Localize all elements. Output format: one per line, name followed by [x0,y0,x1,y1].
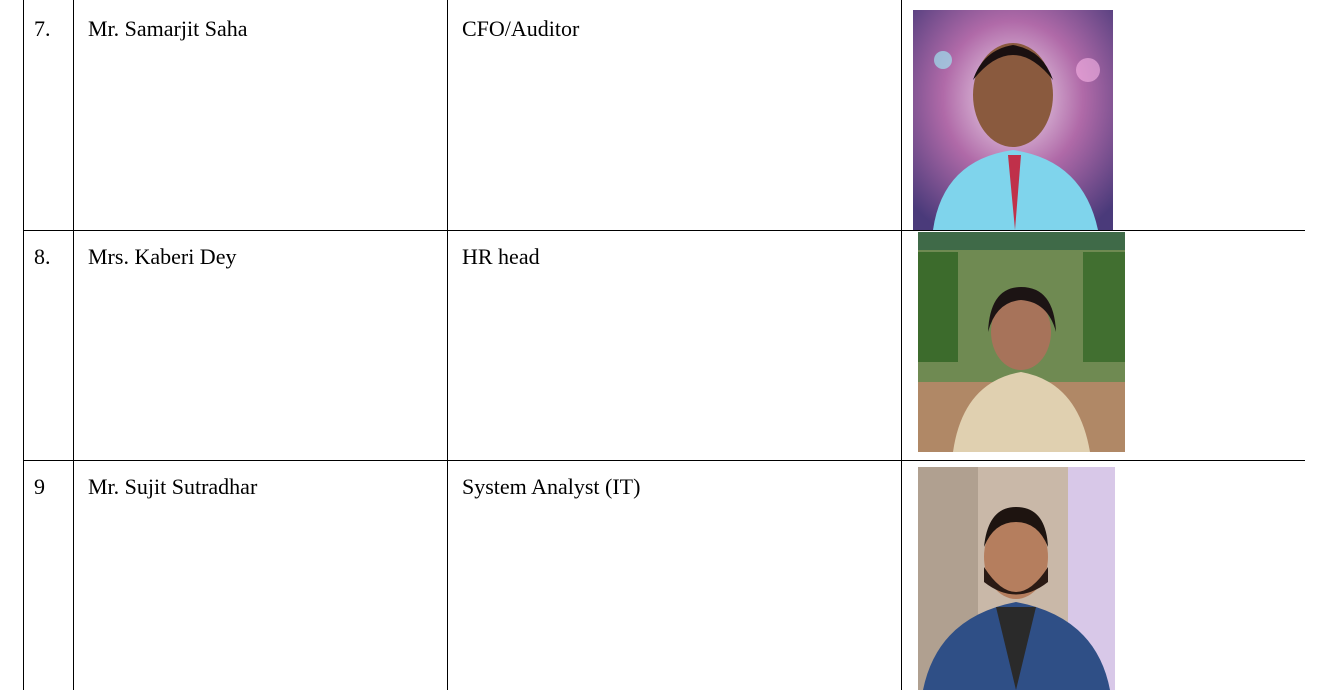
table-border [23,0,24,690]
person-role: System Analyst (IT) [462,474,641,499]
person-role: CFO/Auditor [462,16,580,41]
photo [918,232,1125,452]
photo [918,467,1115,690]
table-border [23,230,1305,231]
row-number: 9 [34,474,45,499]
photo [913,10,1113,230]
table-border [73,0,74,690]
person-name: Mrs. Kaberi Dey [88,244,237,269]
person-role: HR head [462,244,540,269]
person-name: Mr. Sujit Sutradhar [88,474,258,499]
table-border [901,0,902,690]
table-border [23,460,1305,461]
person-name: Mr. Samarjit Saha [88,16,248,41]
row-number: 7. [34,16,51,41]
table-border [447,0,448,690]
row-number: 8. [34,244,51,269]
